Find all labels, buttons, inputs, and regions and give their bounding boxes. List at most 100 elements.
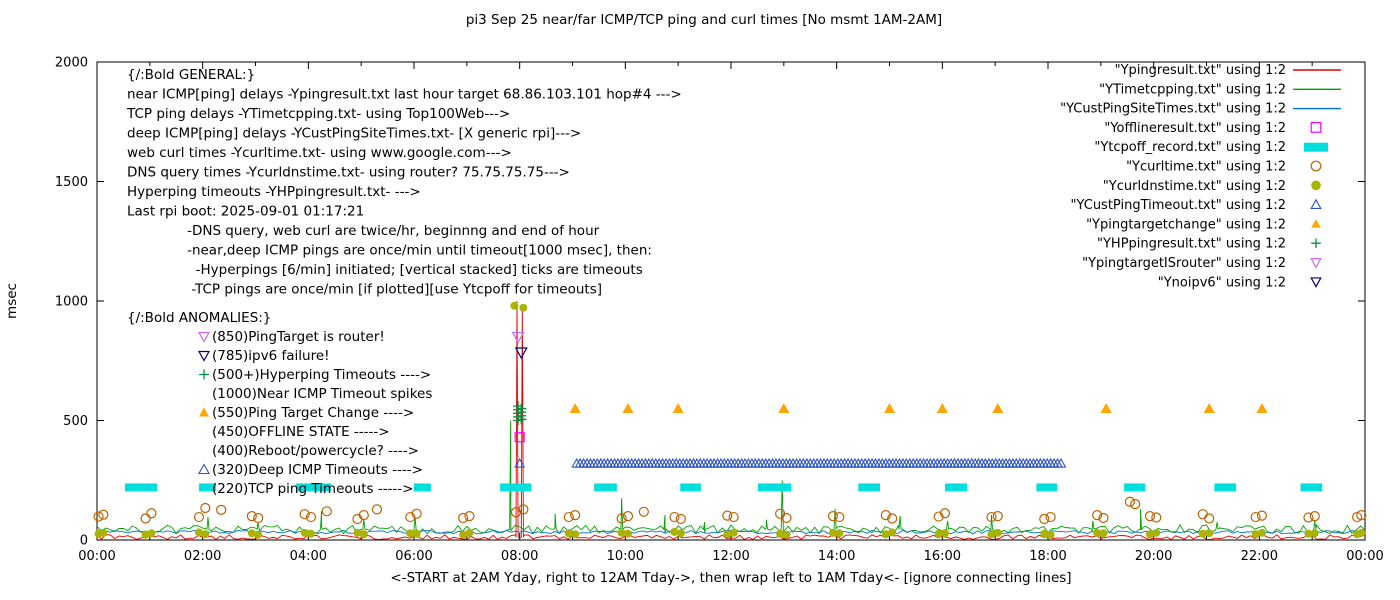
chart-title: pi3 Sep 25 near/far ICMP/TCP ping and cu… [466,12,942,28]
timeout-bar [1124,483,1146,492]
marker-circle-filled [1251,530,1260,539]
marker-circle-filled [300,528,309,537]
timeout-bar [198,483,216,492]
marker-circle-open [93,511,104,522]
timeout-bar [757,483,792,492]
legend-label: "Ypingtargetchange" using 1:2 [1086,217,1286,232]
marker-circle-filled [934,529,943,538]
annotation-anomaly-line: (220)TCP ping Timeouts -----> [212,481,414,497]
marker-triangle-filled [199,407,209,417]
x-tick-label: 00:00 [78,549,115,564]
marker-circle-open [1039,513,1050,525]
marker-circle-filled [459,530,468,539]
annotation-general-line: -Hyperpings [6/min] initiated; [vertical… [127,262,643,278]
annotation-general-line: {/:Bold GENERAL:} [127,67,255,83]
marker-circle-open [781,512,792,524]
annotation-general-line: deep ICMP[ping] delays -YCustPingSiteTim… [127,126,581,142]
marker-circle-filled [510,301,519,310]
marker-circle-filled [888,528,897,537]
annotation-anomaly-line: (550)Ping Target Change ----> [212,405,414,421]
marker-circle-filled [1257,528,1266,537]
legend-label: "Ycurldnstime.txt" using 1:2 [1103,179,1286,194]
marker-circle-open [358,510,369,521]
marker-circle-open [510,507,522,518]
annotation-general-line: TCP ping delays -YTimetcpping.txt- using… [126,106,510,122]
marker-circle-open [1151,512,1162,523]
annotation-general-line: -near,deep ICMP pings are once/min until… [127,243,652,259]
marker-circle-filled [835,529,844,538]
marker-circle-filled [1310,529,1319,538]
marker-triangle-filled [1256,403,1268,413]
marker-circle-open [200,502,211,514]
marker-circle-open [464,510,475,522]
legend-label: "YCustPingSiteTimes.txt" using 1:2 [1060,102,1286,117]
marker-circle-open [1144,510,1156,522]
legend-label: "Ytcpoff_record.txt" using 1:2 [1094,140,1286,155]
plot-frame: 0 500 1000 1500 2000 00:00 02:00 04:00 06:00 08:0… [55,56,1384,565]
legend-entry-YCustPingTimeout: "YCustPingTimeout.txt" using 1:2 [1071,198,1322,213]
series-Ycurltime [93,496,1367,525]
marker-triangle-down-open [1310,277,1322,288]
marker-circle-open [321,506,332,517]
marker-circle-open [675,513,686,525]
legend-entry-Yofflineresult: "Yofflineresult.txt" using 1:2 [1104,121,1322,136]
marker-triangle-filled [778,403,790,413]
marker-circle-filled [1093,528,1102,537]
marker-plus [199,369,209,380]
marker-circle-open [1310,160,1322,172]
marker-circle-filled [993,528,1002,537]
marker-circle-open [1303,512,1314,523]
marker-triangle-filled [622,403,634,413]
timeout-bar [1214,483,1237,492]
timeout-bar [858,483,880,492]
series-YTimetcpping [96,420,1366,535]
marker-circle-filled [247,529,256,538]
x-tick-label: 02:00 [184,549,221,564]
annotation-anomaly-line: (450)OFFLINE STATE -----> [212,424,390,440]
marker-circle-filled [987,530,996,539]
legend-entry-YHPpingresult: "YHPpingresult.txt" using 1:2 [1097,237,1321,252]
annotation-anomalies-header: {/:Bold ANOMALIES:} [127,310,271,326]
marker-circle-filled [617,528,626,537]
marker-circle-open [570,510,581,521]
legend-entry-Ypingtargetchange: "Ypingtargetchange" using 1:2 [1086,217,1321,232]
annotation-general-line: -DNS query, web curl are twice/hr, begin… [127,223,600,239]
legend-label: "YTimetcpping.txt" using 1:2 [1099,82,1286,97]
legend-label: "Ycurltime.txt" using 1:2 [1126,160,1286,175]
marker-circle-filled [1205,529,1214,538]
series-YHPpingresult [513,401,527,426]
marker-circle-open [1356,510,1367,521]
annotation-general-line: Hyperping timeouts -YHPpingresult.txt- -… [127,184,421,200]
series-YpingtargetISrouter [511,331,525,344]
series-Ytcpoff_record [125,483,1323,492]
timeout-bar [680,483,701,492]
marker-circle-filled [201,530,210,539]
marker-circle-open [722,510,733,521]
marker-triangle-open [514,457,526,468]
marker-circle-filled [465,528,474,537]
marker-triangle-down-open [511,331,525,344]
legend-label: "Yofflineresult.txt" using 1:2 [1104,121,1286,136]
marker-circle-filled [723,530,732,539]
marker-triangle-filled [936,403,948,413]
marker-circle-open [1250,511,1261,523]
marker-triangle-open [1055,457,1067,468]
timeout-bar [1300,483,1323,492]
series-line [96,420,1366,535]
marker-circle-filled [881,530,890,539]
marker-circle-open [1098,512,1109,524]
annotation-general-line: Last rpi boot: 2025-09-01 01:17:21 [127,204,364,220]
legend-entry-Ycurltime: "Ycurltime.txt" using 1:2 [1126,160,1322,175]
marker-circle-filled [353,528,362,537]
series-Ynoipv6 [514,347,528,360]
marker-circle-filled [623,529,632,538]
marker-circle-open [986,511,997,523]
marker-circle-filled [147,529,156,538]
marker-circle-open [1204,513,1215,524]
x-tick-label: 18:00 [1029,549,1066,564]
marker-triangle-down-open [514,347,528,360]
marker-plus [516,403,527,414]
marker-circle-filled [306,529,315,538]
marker-circle-open [193,511,205,523]
timeout-bar [1036,483,1057,492]
